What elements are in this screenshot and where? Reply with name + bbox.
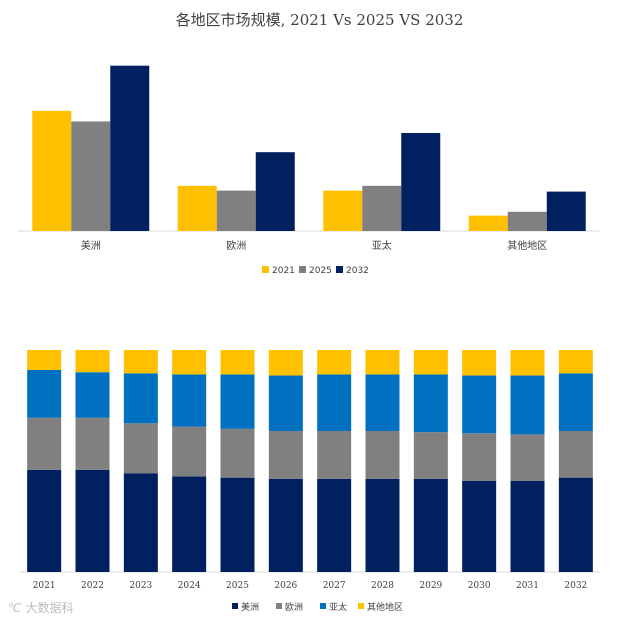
legend-label-2032: 2032 bbox=[346, 266, 369, 276]
stack-亚太-2031 bbox=[510, 375, 545, 435]
stack-美洲-2021 bbox=[27, 469, 62, 572]
chart2-tick-label: 2023 bbox=[129, 581, 152, 591]
chart2-tick-label: 2021 bbox=[33, 581, 56, 591]
stack-美洲-2032 bbox=[558, 477, 593, 572]
legend-label-2021: 2021 bbox=[272, 266, 295, 276]
chart2-tick-label: 2029 bbox=[419, 581, 442, 591]
stack-其他地区-2030 bbox=[462, 350, 497, 376]
chart2-tick-label: 2031 bbox=[516, 581, 539, 591]
legend-label-2025: 2025 bbox=[309, 266, 332, 276]
legend2-label-其他地区: 其他地区 bbox=[367, 601, 403, 613]
bar-2025-1 bbox=[216, 190, 256, 231]
stack-其他地区-2032 bbox=[558, 350, 593, 374]
stack-欧洲-2026 bbox=[268, 431, 303, 479]
legend2-swatch-亚太 bbox=[320, 603, 326, 609]
bar-2032-1 bbox=[255, 152, 295, 231]
stack-欧洲-2032 bbox=[558, 431, 593, 478]
bar-2032-2 bbox=[401, 132, 441, 231]
stack-其他地区-2028 bbox=[365, 350, 400, 375]
stack-欧洲-2024 bbox=[172, 426, 207, 477]
stack-欧洲-2023 bbox=[123, 423, 158, 474]
stack-欧洲-2027 bbox=[317, 431, 352, 479]
legend2-label-欧洲: 欧洲 bbox=[285, 601, 303, 613]
bar-2021-2 bbox=[323, 190, 363, 231]
legend2-label-亚太: 亚太 bbox=[329, 601, 347, 613]
stack-其他地区-2022 bbox=[75, 350, 110, 373]
stack-美洲-2028 bbox=[365, 478, 400, 572]
watermark: ℃ 大数据科 bbox=[8, 599, 74, 616]
bar-2021-1 bbox=[177, 185, 217, 231]
stack-其他地区-2026 bbox=[268, 350, 303, 376]
stack-美洲-2024 bbox=[172, 476, 207, 572]
chart2-tick-label: 2022 bbox=[81, 581, 104, 591]
stack-美洲-2031 bbox=[510, 480, 545, 572]
stack-美洲-2022 bbox=[75, 469, 110, 572]
chart2-tick-label: 2032 bbox=[564, 581, 587, 591]
stack-欧洲-2025 bbox=[220, 428, 255, 478]
chart2-tick-label: 2026 bbox=[274, 581, 297, 591]
stack-美洲-2030 bbox=[462, 480, 497, 572]
legend-swatch-2032 bbox=[336, 266, 343, 273]
stack-欧洲-2022 bbox=[75, 417, 110, 470]
stack-美洲-2025 bbox=[220, 477, 255, 572]
stack-亚太-2029 bbox=[413, 374, 448, 433]
stack-亚太-2028 bbox=[365, 374, 400, 432]
chart2-tick-label: 2030 bbox=[468, 581, 491, 591]
legend-swatch-2021 bbox=[262, 266, 269, 273]
watermark-text: 大数据科 bbox=[25, 601, 74, 615]
chart1-regional-market-size: 美洲 欧洲 亚太 其他地区 2021 2025 2032 bbox=[18, 65, 600, 276]
stack-亚太-2025 bbox=[220, 374, 255, 429]
stack-其他地区-2027 bbox=[317, 350, 352, 375]
chart2-tick-label: 2024 bbox=[178, 581, 201, 591]
stack-其他地区-2025 bbox=[220, 350, 255, 375]
chart1-tick-label: 欧洲 bbox=[226, 240, 246, 252]
chart2-tick-label: 2027 bbox=[323, 581, 346, 591]
chart1-tick-label: 亚太 bbox=[372, 239, 392, 252]
stack-美洲-2026 bbox=[268, 478, 303, 572]
stack-亚太-2026 bbox=[268, 375, 303, 432]
stack-亚太-2024 bbox=[172, 374, 207, 427]
legend2-swatch-欧洲 bbox=[276, 603, 282, 609]
stack-美洲-2029 bbox=[413, 478, 448, 572]
stack-欧洲-2028 bbox=[365, 431, 400, 479]
stack-其他地区-2021 bbox=[27, 350, 62, 370]
legend-swatch-2025 bbox=[299, 266, 306, 273]
watermark-logo-icon: ℃ bbox=[8, 601, 22, 615]
stack-美洲-2027 bbox=[317, 478, 352, 572]
stack-其他地区-2023 bbox=[123, 350, 158, 374]
stack-欧洲-2030 bbox=[462, 433, 497, 481]
bar-2021-0 bbox=[32, 110, 72, 231]
stack-亚太-2030 bbox=[462, 375, 497, 434]
bar-2021-3 bbox=[468, 215, 508, 231]
chart2-tick-label: 2028 bbox=[371, 581, 394, 591]
bar-2032-3 bbox=[546, 191, 586, 231]
legend2-swatch-其他地区 bbox=[358, 603, 364, 609]
stack-亚太-2023 bbox=[123, 373, 158, 424]
chart1-title: 各地区市场规模, 2021 Vs 2025 VS 2032 bbox=[175, 11, 464, 29]
stack-欧洲-2021 bbox=[27, 417, 62, 470]
stack-亚太-2021 bbox=[27, 369, 62, 418]
stack-其他地区-2029 bbox=[413, 350, 448, 375]
chart2-tick-label: 2025 bbox=[226, 581, 249, 591]
stack-其他地区-2024 bbox=[172, 350, 207, 375]
stack-亚太-2027 bbox=[317, 374, 352, 432]
bar-2025-2 bbox=[362, 185, 402, 231]
chart1-tick-label: 美洲 bbox=[81, 239, 101, 252]
bar-2025-3 bbox=[507, 211, 547, 231]
stack-欧洲-2029 bbox=[413, 432, 448, 479]
legend2-swatch-美洲 bbox=[232, 603, 238, 609]
chart1-tick-label: 其他地区 bbox=[507, 239, 547, 252]
legend2-label-美洲: 美洲 bbox=[241, 601, 259, 613]
stack-其他地区-2031 bbox=[510, 350, 545, 376]
stack-亚太-2032 bbox=[558, 373, 593, 432]
stack-欧洲-2031 bbox=[510, 434, 545, 481]
bar-2032-0 bbox=[110, 65, 150, 231]
stack-亚太-2022 bbox=[75, 372, 110, 418]
bar-2025-0 bbox=[71, 121, 111, 231]
stack-美洲-2023 bbox=[123, 473, 158, 572]
